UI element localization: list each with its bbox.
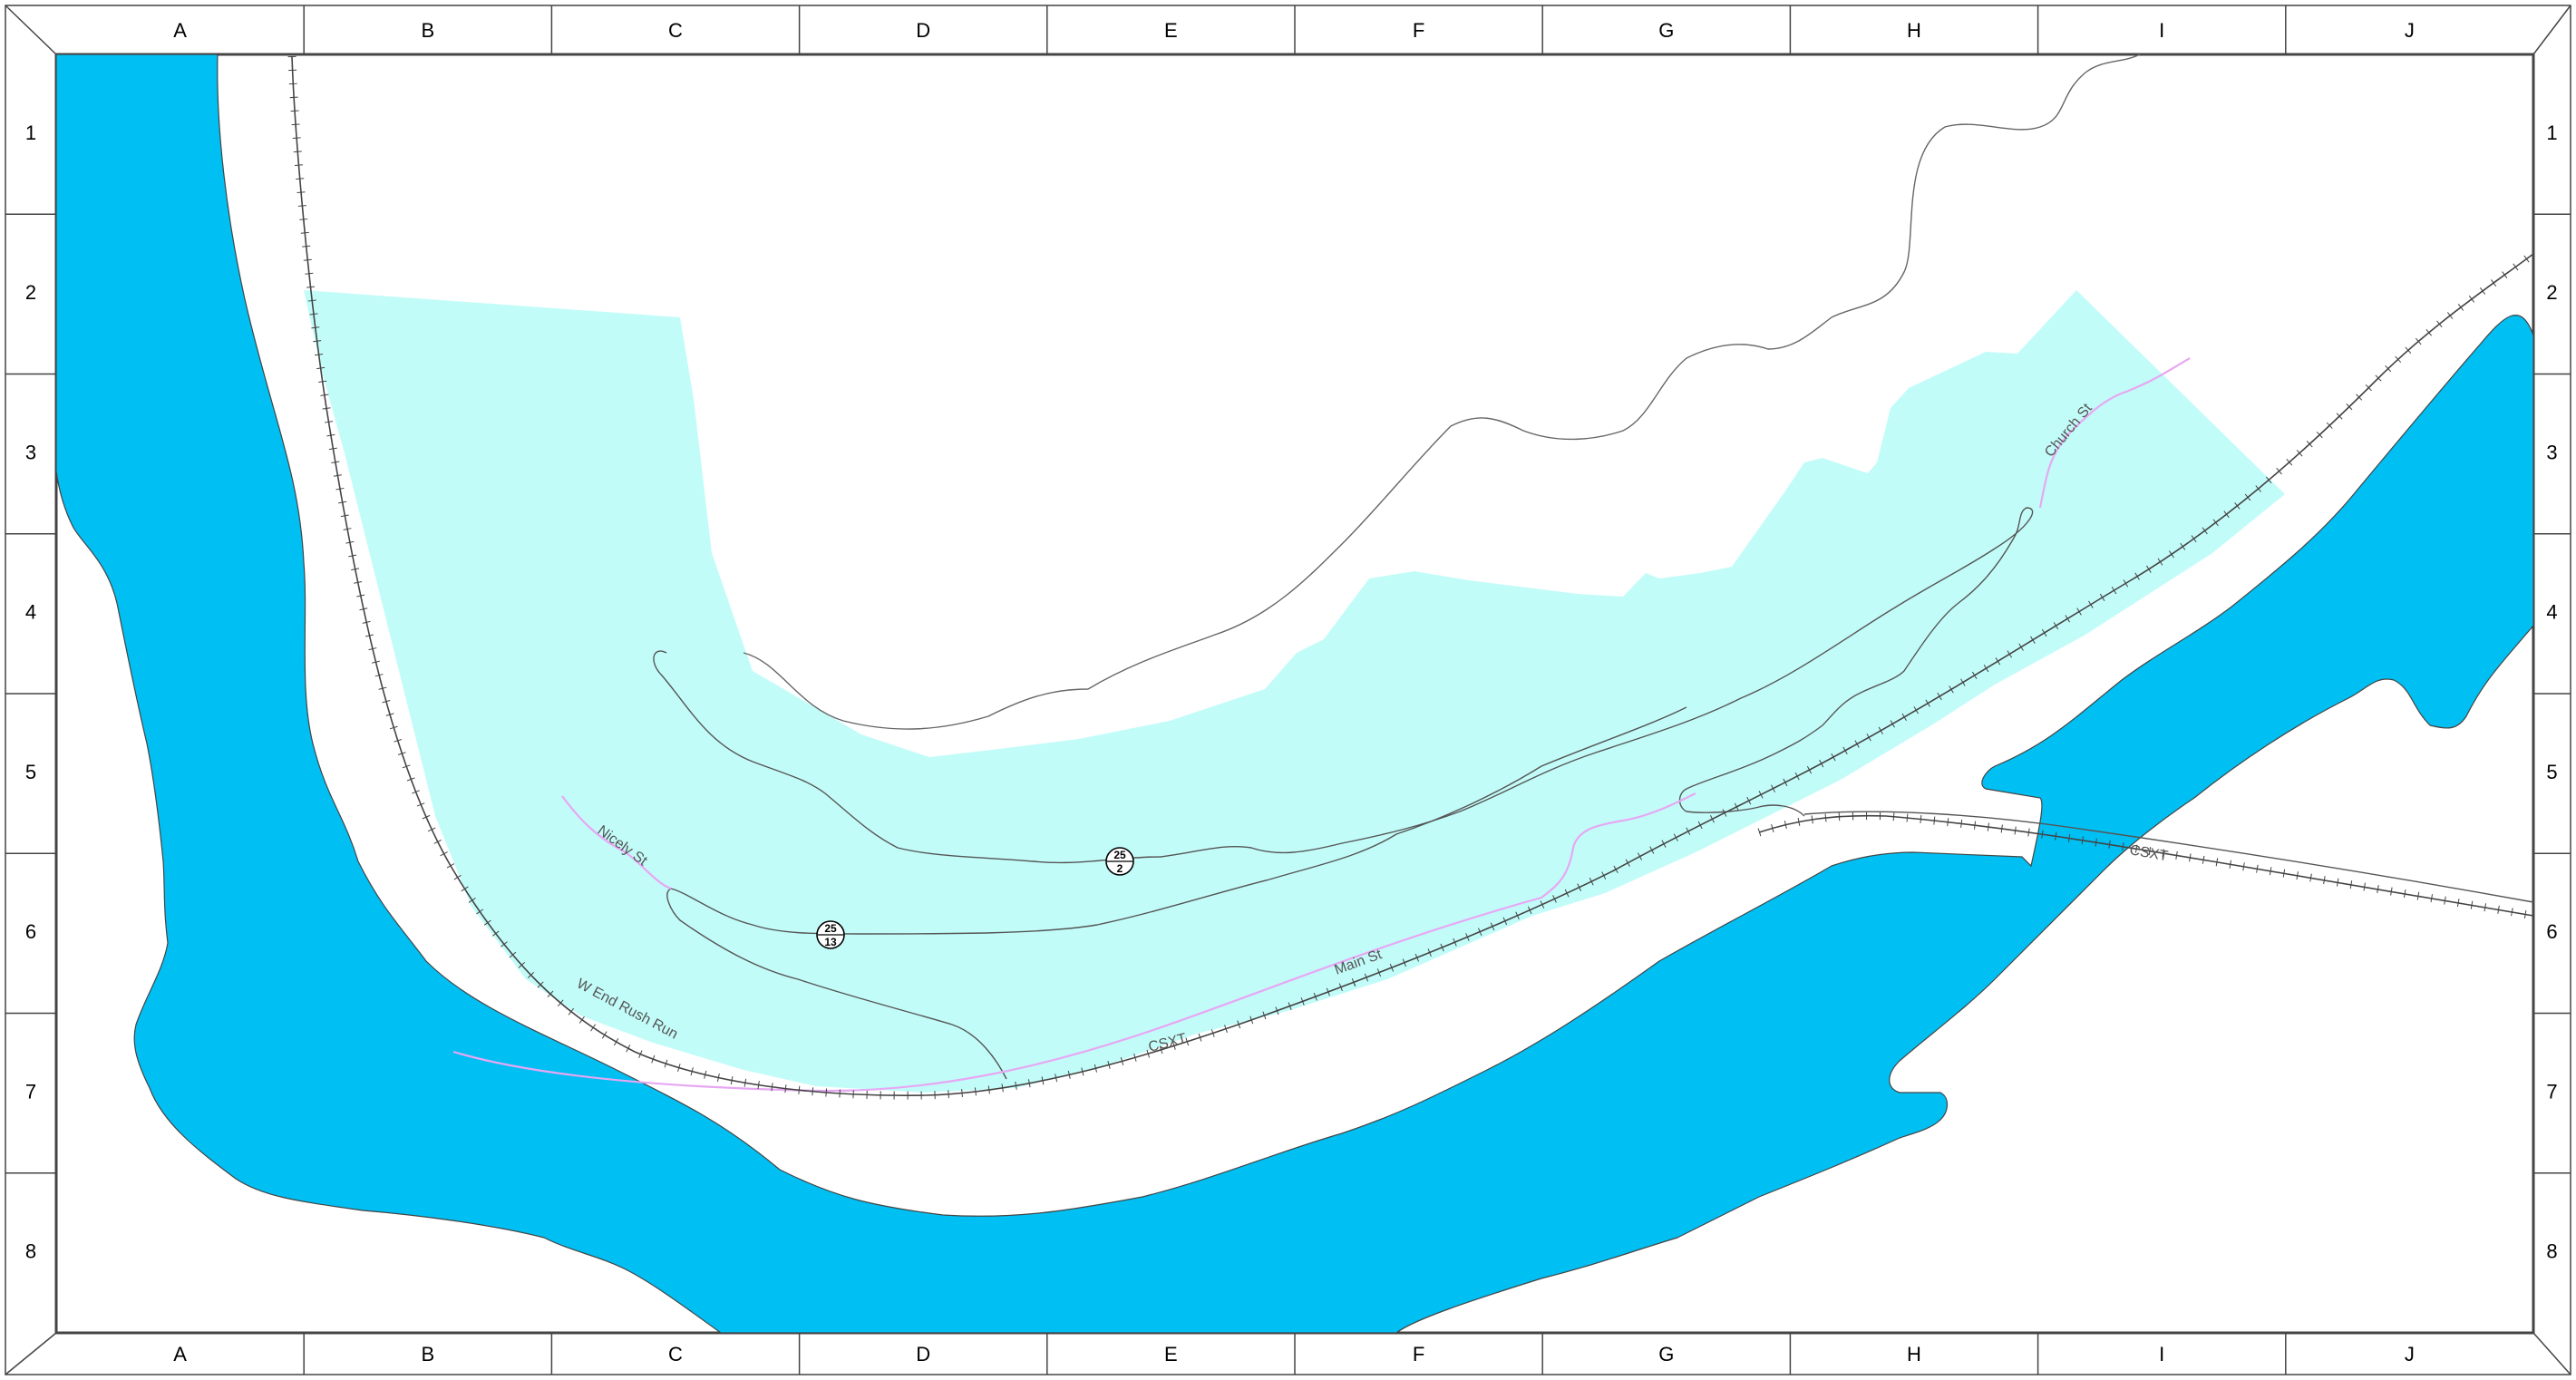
road-parallel-spur [1803, 811, 2534, 903]
zone-area [304, 290, 2285, 1093]
highlighted-streets [452, 357, 2191, 1093]
route-shield-25-13: 25 13 [816, 920, 845, 949]
grid-col-label-bottom: B [421, 1343, 434, 1365]
grid-col-label-top: B [421, 19, 434, 42]
grid-col-label-top: F [1413, 19, 1424, 42]
shield-sub: 13 [824, 936, 837, 948]
grid-row-label-right: 3 [2546, 441, 2557, 463]
outer-border [5, 5, 2571, 1375]
grid-row-label-left: 2 [25, 281, 36, 304]
grid-col-label-bottom: J [2405, 1343, 2415, 1365]
corner-br [2532, 1332, 2571, 1375]
grid-row-label-right: 8 [2546, 1240, 2557, 1263]
shield-sub: 2 [1117, 862, 1123, 875]
grid-col-label-bottom: D [916, 1343, 930, 1365]
grid-row-label-right: 7 [2546, 1080, 2557, 1103]
grid-row-label-left: 3 [25, 441, 36, 463]
column-dividers [303, 5, 2287, 1375]
grid-col-label-bottom: E [1164, 1343, 1178, 1365]
road-branch [666, 888, 1007, 1080]
water-bodies [55, 53, 2534, 1334]
grid-row-label-right: 4 [2546, 601, 2557, 624]
grid-col-label-bottom: G [1658, 1343, 1674, 1365]
grid-col-label-bottom: F [1413, 1343, 1424, 1365]
railroad-csxt [287, 55, 2536, 1100]
nicely-st-line [561, 795, 672, 890]
main-st-line [452, 792, 1696, 1093]
grid-col-label-top: C [668, 19, 683, 42]
grid-col-label-bottom: I [2159, 1343, 2164, 1365]
corner-bl [5, 1332, 57, 1375]
grid-row-label-right: 2 [2546, 281, 2557, 304]
grid-col-label-top: E [1164, 19, 1178, 42]
grid-row-label-left: 5 [25, 761, 36, 783]
grid-row-label-left: 4 [25, 601, 36, 624]
river-left [55, 53, 2534, 1334]
shield-route: 25 [824, 922, 837, 935]
route-shield-25-2: 25 2 [1105, 847, 1134, 876]
grid-col-label-top: G [1658, 19, 1674, 42]
terrain-contour-upper [743, 53, 2141, 730]
church-st-line [2038, 357, 2191, 509]
road-upper-loop [653, 507, 2034, 864]
grid-col-label-top: D [916, 19, 930, 42]
grid-labels: A A B B C C D D E E F F G G H H I I J J 1 1 2 2 3 3 4 4 5 5 6 6 7 7 8 8 [25, 19, 2558, 1365]
corner-tl [5, 5, 57, 55]
grid-col-label-bottom: H [1907, 1343, 1921, 1365]
local-roads [653, 507, 2034, 1080]
grid-row-label-right: 5 [2546, 761, 2557, 783]
grid-col-label-bottom: A [173, 1343, 187, 1365]
grid-col-label-top: A [173, 19, 187, 42]
grid-row-label-right: 1 [2546, 121, 2557, 144]
row-dividers [5, 213, 2571, 1174]
grid-row-label-left: 6 [25, 920, 36, 943]
grid-row-label-left: 8 [25, 1240, 36, 1263]
grid-col-label-bottom: C [668, 1343, 683, 1365]
grid-row-label-right: 6 [2546, 920, 2557, 943]
grid-row-label-left: 7 [25, 1080, 36, 1103]
corner-tr [2532, 5, 2571, 55]
rail-main-line [291, 55, 2534, 1096]
rail-spur-line [1758, 814, 2534, 917]
grid-col-label-top: H [1907, 19, 1921, 42]
grid-col-label-top: I [2159, 19, 2164, 42]
grid-col-label-top: J [2405, 19, 2415, 42]
road-lower-loop [670, 706, 1687, 935]
label-csxt-right: CSXT [2128, 842, 2169, 864]
grid-row-label-left: 1 [25, 121, 36, 144]
shield-route: 25 [1113, 849, 1126, 861]
